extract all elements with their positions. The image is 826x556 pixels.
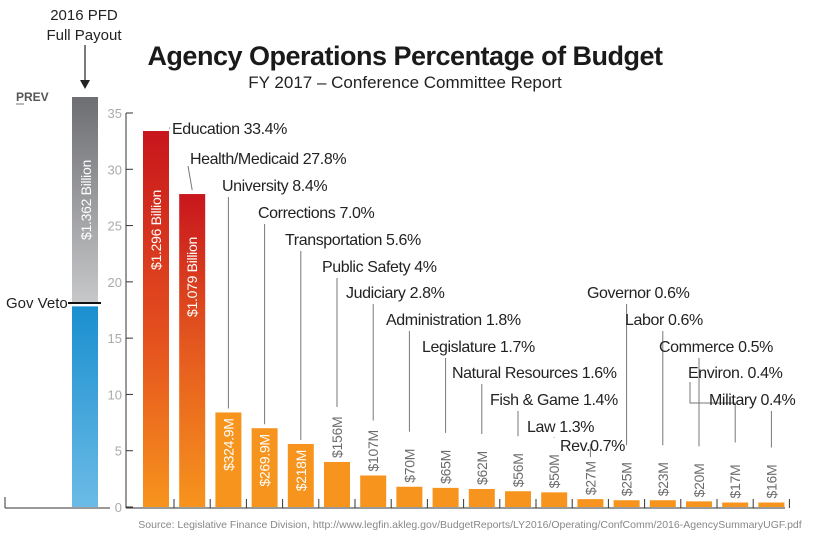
category-label: Natural Resources 1.6% <box>452 365 617 382</box>
bar-value-label: $17M <box>727 465 743 499</box>
category-label: Administration 1.8% <box>386 312 521 329</box>
category-label: Rev.0.7% <box>560 438 625 455</box>
bar-corrections <box>251 428 278 507</box>
category-label: Judiciary 2.8% <box>346 285 445 302</box>
bar-value-label: $20M <box>691 464 707 498</box>
bar-rev- <box>577 499 604 507</box>
bar-fish-game <box>505 491 531 507</box>
bar-value-label: $156M <box>329 417 345 458</box>
bar-value-label: $56M <box>510 453 526 487</box>
prev-label: PREV <box>16 90 49 104</box>
bar-value-label: $23M <box>655 462 671 496</box>
bar-value-label: $1.079 Billion <box>184 237 200 317</box>
category-label: Commerce 0.5% <box>659 339 773 356</box>
category-label: University 8.4% <box>222 178 327 195</box>
bar-value-label: $218M <box>293 450 309 491</box>
y-tick-label: 10 <box>108 387 122 402</box>
bar-value-label: $65M <box>438 450 454 484</box>
y-tick-label: 5 <box>115 444 122 459</box>
bar-university <box>215 412 242 507</box>
source-note: Source: Legislative Finance Division, ht… <box>138 519 801 531</box>
category-label: Corrections 7.0% <box>258 205 374 222</box>
y-tick-label: 20 <box>108 275 122 290</box>
bar-value-label: $25M <box>619 462 635 496</box>
bar-environ- <box>722 502 749 507</box>
bar-value-label: $324.9M <box>220 418 236 470</box>
bar-health-medicaid <box>179 194 206 507</box>
bar-labor <box>649 500 676 507</box>
category-label: Fish & Game 1.4% <box>490 392 618 409</box>
bar-value-label: $107M <box>365 430 381 471</box>
category-label: Transportation 5.6% <box>285 232 421 249</box>
pfd-label-line2: Full Payout <box>46 27 122 44</box>
category-label: Health/Medicaid 27.8% <box>190 151 346 168</box>
bar-commerce <box>686 501 712 507</box>
bar-legislature <box>432 487 459 507</box>
pfd-side-bar: 2016 PFD Full Payout PREV $1.362 Billion… <box>4 7 122 509</box>
category-label: Labor 0.6% <box>625 312 703 329</box>
bar-public-safety <box>324 461 350 507</box>
bar-natural-resources <box>468 488 495 507</box>
category-label: Legislature 1.7% <box>422 339 535 356</box>
bar-value-label: $27M <box>582 461 598 495</box>
chart-title: Agency Operations Percentage of Budget <box>147 41 663 71</box>
pfd-value-label: $1.362 Billion <box>78 160 94 240</box>
bar-value-label: $50M <box>546 455 562 489</box>
bar-value-label: $62M <box>474 451 490 485</box>
pfd-bar-vetoed-portion <box>72 97 98 303</box>
category-label: Law 1.3% <box>527 419 594 436</box>
bar-value-label: $70M <box>401 449 417 483</box>
bar-military <box>758 502 785 507</box>
bar-judiciary <box>360 475 387 507</box>
bar-law <box>541 492 568 507</box>
chart-subtitle: FY 2017 – Conference Committee Report <box>248 73 562 92</box>
gov-veto-label: Gov Veto <box>6 295 68 312</box>
y-tick-label: 15 <box>108 331 122 346</box>
bar-value-label: $1.296 Billion <box>148 190 164 270</box>
category-label: Education 33.4% <box>172 121 287 138</box>
y-tick-label: 35 <box>108 106 122 121</box>
bar-value-label: $16M <box>763 465 779 499</box>
category-label: Environ. 0.4% <box>688 365 783 382</box>
category-label: Public Safety 4% <box>322 259 437 276</box>
category-label: Governor 0.6% <box>587 285 690 302</box>
bar-value-label: $269.9M <box>257 434 273 486</box>
category-label: Military 0.4% <box>709 392 796 409</box>
pfd-bar-remaining-portion <box>72 306 98 507</box>
y-tick-label: 30 <box>108 162 122 177</box>
bar-governor <box>613 500 640 507</box>
y-tick-label: 25 <box>108 219 122 234</box>
leader-line <box>689 382 736 443</box>
bar-education <box>143 131 169 508</box>
bars: $1.296 Billion Education 33.4% $1.079 Bill… <box>143 121 796 508</box>
down-arrow-icon <box>80 45 90 89</box>
pfd-label-line1: 2016 PFD <box>50 7 118 24</box>
bar-administration <box>396 486 423 507</box>
leader-line <box>187 165 193 191</box>
y-axis: 0 5 10 15 20 25 30 35 <box>108 106 785 515</box>
bar-transportation <box>287 443 314 507</box>
y-tick-label: 0 <box>115 500 122 515</box>
